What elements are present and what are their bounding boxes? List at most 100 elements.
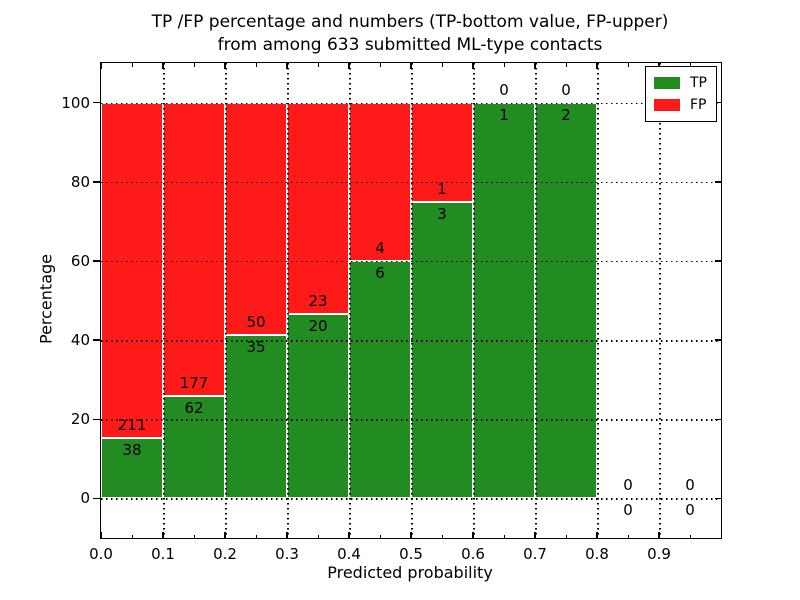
- x-minor-tick-mark-top: [131, 63, 133, 67]
- bar-count-label-fp: 50: [246, 313, 266, 332]
- legend-label-tp: TP: [690, 75, 707, 91]
- y-axis-label: Percentage: [36, 253, 56, 345]
- x-tick-mark: [534, 532, 536, 538]
- bar-segment-tp: [473, 102, 535, 499]
- bar-segment-tp: [225, 335, 287, 499]
- x-minor-tick-mark: [193, 534, 195, 538]
- x-tick-label: 0.8: [585, 545, 609, 563]
- y-tick-label: 80: [70, 172, 90, 191]
- x-tick-label: 0.9: [647, 545, 671, 563]
- bar-segment-tp: [101, 438, 163, 499]
- x-minor-tick-mark-top: [627, 63, 629, 67]
- bar-count-label-tp: 35: [246, 338, 266, 357]
- x-tick-label: 0.4: [337, 545, 361, 563]
- gridline-vertical: [535, 63, 537, 538]
- y-tick-mark: [92, 339, 100, 341]
- y-tick-mark-right: [715, 418, 721, 420]
- bar-count-label-fp: 177: [179, 373, 209, 392]
- gridline-vertical: [287, 63, 289, 538]
- x-minor-tick-mark: [627, 534, 629, 538]
- x-minor-tick-mark-top: [565, 63, 567, 67]
- x-tick-label: 0.2: [213, 545, 237, 563]
- x-minor-tick-mark: [379, 534, 381, 538]
- bar-segment-tp: [535, 102, 597, 499]
- x-minor-tick-mark-top: [379, 63, 381, 67]
- gridline-vertical: [597, 63, 599, 538]
- y-tick-label: 20: [70, 410, 90, 429]
- bar-count-label-tp: 0: [685, 501, 695, 520]
- x-tick-mark: [596, 532, 598, 538]
- chart-title: TP /FP percentage and numbers (TP-bottom…: [100, 11, 720, 57]
- x-tick-mark: [224, 532, 226, 538]
- bar-segment-fp: [287, 102, 349, 315]
- x-tick-mark-top: [410, 63, 412, 69]
- legend-entry-fp: FP: [654, 94, 707, 116]
- x-minor-tick-mark: [441, 534, 443, 538]
- x-minor-tick-mark-top: [503, 63, 505, 67]
- gridline-vertical: [163, 63, 165, 538]
- bar-segment-fp: [101, 102, 163, 438]
- bar-count-label-tp: 1: [499, 105, 509, 124]
- x-tick-mark: [658, 532, 660, 538]
- plot-area: TP FP 211 38 177 62 50 35 23 20 4 6 1 3 0 1 0 2 0 0 0 0 0 20 4…: [61, 62, 722, 563]
- x-tick-mark: [410, 532, 412, 538]
- x-minor-tick-mark-top: [255, 63, 257, 67]
- bar-count-label-fp: 0: [561, 80, 571, 99]
- x-minor-tick-mark-top: [317, 63, 319, 67]
- x-tick-label: 0.5: [399, 545, 423, 563]
- x-tick-mark-top: [534, 63, 536, 69]
- y-tick-mark-right: [715, 260, 721, 262]
- bar-count-label-fp: 211: [117, 416, 147, 434]
- x-tick-mark-top: [162, 63, 164, 69]
- legend: TP FP: [645, 66, 717, 122]
- y-tick-mark: [92, 497, 100, 500]
- y-tick-label: 0: [80, 489, 90, 508]
- bar-count-label-fp: 0: [623, 476, 633, 495]
- y-tick-mark: [92, 101, 100, 104]
- x-tick-mark-top: [224, 63, 226, 69]
- y-tick-mark: [92, 418, 100, 420]
- x-tick-mark: [348, 532, 350, 538]
- bar-count-label-tp: 20: [308, 317, 328, 336]
- bar-count-label-tp: 0: [623, 501, 633, 520]
- y-tick-mark: [92, 260, 100, 262]
- chart-title-line2: from among 633 submitted ML-type contact…: [217, 35, 603, 55]
- bar-count-label-fp: 0: [499, 80, 509, 99]
- x-tick-mark: [162, 532, 164, 538]
- y-tick-mark-right: [715, 339, 721, 341]
- legend-swatch-fp-icon: [654, 99, 680, 111]
- x-minor-tick-mark: [317, 534, 319, 538]
- legend-entry-tp: TP: [654, 72, 707, 94]
- y-tick-mark-right: [715, 101, 721, 104]
- x-minor-tick-mark-top: [689, 63, 691, 67]
- x-tick-label: 0.1: [151, 545, 175, 563]
- x-axis-label: Predicted probability: [327, 563, 493, 582]
- x-tick-label: 0.3: [275, 545, 299, 563]
- y-tick-label: 60: [70, 251, 90, 270]
- x-tick-label: 0.0: [89, 545, 113, 563]
- x-tick-mark-top: [348, 63, 350, 69]
- bar-count-label-tp: 6: [375, 263, 385, 282]
- x-minor-tick-mark: [255, 534, 257, 538]
- bar-count-label-tp: 62: [184, 398, 204, 417]
- x-minor-tick-mark: [131, 534, 133, 538]
- bar-count-label-fp: 0: [685, 476, 695, 495]
- gridline-vertical: [473, 63, 475, 538]
- legend-swatch-tp-icon: [654, 77, 680, 89]
- bar-count-label-fp: 23: [308, 292, 328, 311]
- bar-segment-fp: [225, 102, 287, 336]
- bar-count-label-fp: 4: [375, 238, 385, 257]
- bar-segment-tp: [349, 260, 411, 499]
- x-minor-tick-mark-top: [193, 63, 195, 67]
- y-tick-mark: [92, 181, 100, 183]
- x-minor-tick-mark: [689, 534, 691, 538]
- gridline-vertical: [659, 63, 661, 538]
- bar-count-label-tp: 2: [561, 105, 571, 124]
- x-tick-mark: [286, 532, 288, 538]
- x-tick-mark-top: [286, 63, 288, 69]
- bar-segment-tp: [411, 201, 473, 499]
- x-tick-mark: [100, 532, 102, 538]
- x-tick-mark: [472, 532, 474, 538]
- y-tick-mark-right: [715, 497, 721, 500]
- gridline-vertical: [349, 63, 351, 538]
